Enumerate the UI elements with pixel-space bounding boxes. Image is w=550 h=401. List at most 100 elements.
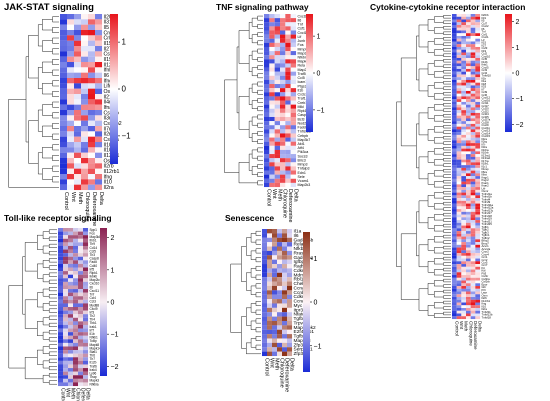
dendrogram-branch (42, 83, 53, 95)
heatmap-cell (470, 310, 476, 314)
heatmap-cell (475, 96, 481, 100)
row-label: Ccl3 (90, 300, 97, 304)
heatmap-cell (88, 94, 96, 100)
heatmap-cell (274, 178, 281, 183)
heatmap-cell (461, 63, 467, 67)
row-label: Ifnb1 (104, 68, 116, 74)
dendrogram-branch (251, 34, 258, 44)
heatmap-cell (461, 187, 467, 190)
heatmap-cell (264, 108, 270, 113)
heatmap-cell (461, 151, 467, 155)
heatmap-cell (282, 307, 288, 313)
heatmap-cell (81, 142, 89, 148)
heatmap-cell (475, 156, 481, 160)
row-label: Lifra (104, 84, 114, 90)
heatmap-cell (475, 151, 481, 155)
heatmap-cell (272, 312, 278, 317)
heatmap-cell (78, 310, 84, 315)
heatmap-cell (267, 255, 273, 260)
heatmap-cell (456, 294, 462, 298)
dendrogram-branch (443, 306, 451, 310)
heatmap-cell (475, 85, 481, 89)
heatmap-cell (461, 143, 467, 146)
heatmap-cell (280, 182, 286, 188)
row-label: Map2k3 (294, 338, 311, 344)
heatmap-cell (88, 35, 96, 41)
column-label: Chloroquine (279, 358, 285, 388)
heatmap-cell (272, 303, 278, 308)
heatmap-cell (63, 299, 69, 304)
heatmap-cell (475, 225, 481, 229)
dendrogram-branch (443, 212, 451, 217)
heatmap-cell (58, 253, 64, 257)
heatmap-cell (290, 108, 297, 113)
heatmap-cell (95, 136, 103, 143)
heatmap-cell (67, 14, 75, 20)
heatmap-cell (461, 173, 467, 177)
column-label: Deferoxamine (91, 192, 97, 226)
heatmap-cell (461, 239, 467, 243)
heatmap-cell (466, 222, 471, 226)
row-label: Tnfrsf1a (482, 192, 493, 196)
heatmap-cell (470, 236, 476, 240)
heatmap-cell (74, 142, 82, 148)
heatmap-cell (461, 244, 467, 248)
heatmap-cell (73, 271, 79, 275)
heatmap-cell (290, 79, 297, 85)
dendrogram-branch (255, 257, 261, 263)
heatmap-cell (262, 299, 268, 304)
heatmap-cell (466, 214, 471, 218)
heatmap-cell (475, 264, 481, 267)
heatmap-cell (452, 299, 457, 303)
dendrogram-branch (443, 59, 451, 63)
heatmap-cell (466, 313, 471, 317)
heatmap-cell (74, 78, 82, 84)
heatmap-cell (63, 281, 69, 286)
dendrogram-branch (416, 35, 419, 81)
heatmap-cell (280, 141, 286, 146)
dendrogram-branch (255, 327, 261, 333)
row-label: Il6 (90, 285, 94, 289)
heatmap-cell (95, 126, 103, 132)
heatmap-cell (78, 299, 84, 304)
heatmap-cell (287, 294, 293, 300)
heatmap-cell (456, 192, 462, 196)
heatmap-cell (68, 263, 74, 268)
heatmap-cell (262, 250, 268, 256)
heatmap-cell (287, 264, 293, 269)
heatmap-cell (452, 88, 457, 91)
dendrogram-branch (42, 274, 50, 283)
heatmap-cell (461, 269, 467, 273)
heatmap-cell (267, 303, 273, 308)
heatmap-cell (461, 41, 467, 45)
heatmap-cell (452, 275, 457, 278)
heatmap-cell (461, 14, 467, 17)
dendrogram-branch (418, 200, 429, 224)
heatmap-cell (461, 77, 467, 80)
heatmap-cell (68, 332, 74, 336)
heatmap-cell (269, 14, 275, 19)
dendrogram-branch (255, 283, 261, 289)
heatmap-cell (262, 272, 268, 278)
dendrogram-branch (42, 360, 50, 369)
heatmap-cell (466, 170, 471, 174)
heatmap-cell (466, 68, 471, 72)
heatmap-cell (456, 90, 462, 94)
heatmap-cell (67, 126, 75, 132)
dendrogram-branch (255, 274, 261, 280)
heatmap-cell (280, 51, 286, 56)
heatmap-cell (470, 27, 476, 31)
heatmap-cell (269, 174, 275, 179)
heatmap-cell (58, 296, 64, 300)
heatmap-cell (456, 250, 462, 254)
heatmap-cell (74, 51, 82, 57)
dendrogram-branch (418, 24, 429, 48)
heatmap-cell (277, 268, 283, 273)
heatmap-cell (470, 170, 476, 174)
heatmap-cell (83, 335, 89, 340)
heatmap-cell (461, 217, 467, 221)
dendrogram-branch (443, 163, 451, 167)
row-label: Osm (482, 293, 489, 297)
row-label: Csf1 (482, 32, 488, 36)
heatmap-cell (264, 79, 270, 85)
